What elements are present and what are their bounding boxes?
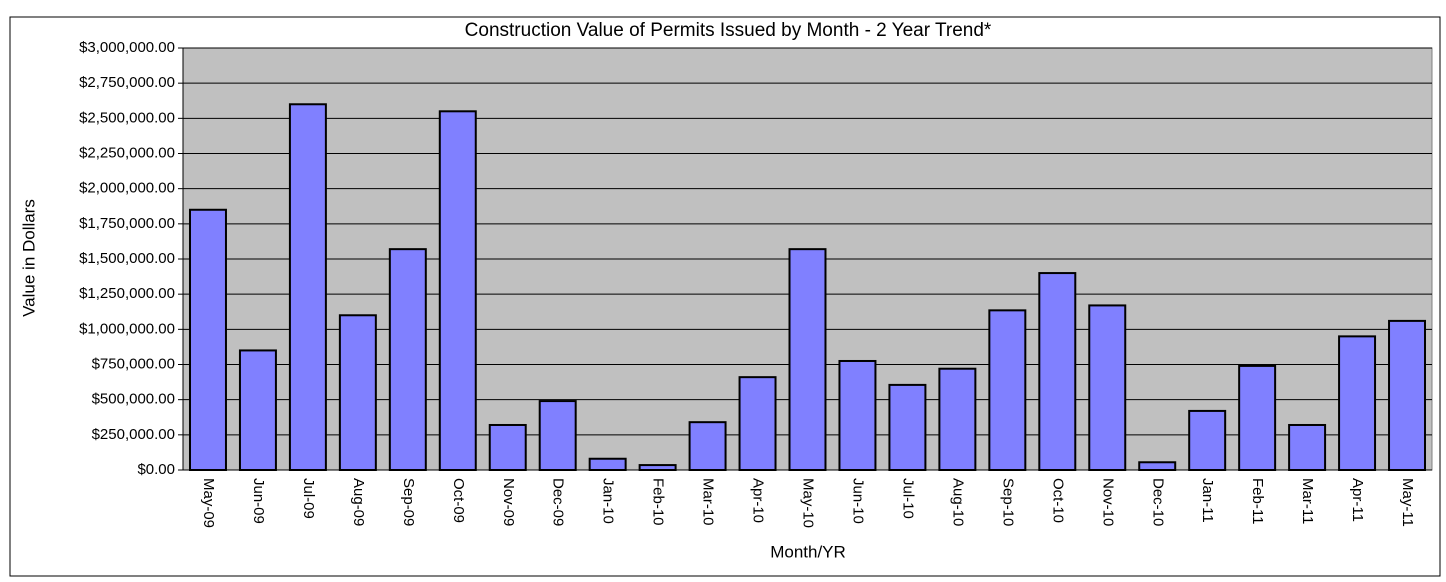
y-tick-label: $1,000,000.00 bbox=[79, 320, 175, 337]
bar bbox=[1038, 272, 1077, 472]
y-tick-label: $3,000,000.00 bbox=[79, 39, 175, 56]
x-tick-label: Apr-10 bbox=[750, 478, 767, 523]
bar bbox=[588, 457, 627, 472]
bar bbox=[538, 400, 577, 471]
bar bbox=[1288, 423, 1327, 471]
bar bbox=[1138, 461, 1177, 472]
x-tick-label: May-11 bbox=[1399, 478, 1416, 527]
bar bbox=[1388, 319, 1427, 472]
bar bbox=[238, 349, 277, 471]
x-tick-label: Jan-10 bbox=[600, 478, 617, 524]
bar bbox=[938, 367, 977, 471]
bar bbox=[438, 110, 477, 472]
x-tick-label: Oct-10 bbox=[1049, 478, 1066, 523]
bar bbox=[888, 383, 927, 471]
x-tick-label: Apr-11 bbox=[1349, 478, 1366, 522]
x-tick-label: May-10 bbox=[800, 478, 817, 528]
x-tick-label: Jan-11 bbox=[1199, 478, 1216, 523]
x-tick-label: Mar-10 bbox=[700, 478, 717, 526]
y-tick-label: $2,000,000.00 bbox=[79, 180, 175, 197]
x-tick-label: Jul-09 bbox=[300, 478, 317, 519]
x-tick-label: Sep-09 bbox=[400, 478, 417, 526]
bar bbox=[788, 248, 827, 471]
x-tick-label: Dec-10 bbox=[1149, 478, 1166, 526]
y-tick-label: $1,500,000.00 bbox=[79, 250, 175, 267]
bar bbox=[988, 309, 1027, 471]
y-tick-label: $1,250,000.00 bbox=[79, 285, 175, 302]
x-tick-label: Jun-10 bbox=[849, 478, 866, 524]
y-tick-label: $750,000.00 bbox=[92, 355, 175, 372]
y-tick-label: $2,500,000.00 bbox=[79, 109, 175, 126]
y-tick-label: $2,750,000.00 bbox=[79, 74, 175, 91]
x-tick-label: Aug-09 bbox=[350, 478, 367, 526]
bar bbox=[338, 314, 377, 471]
bar bbox=[488, 423, 527, 471]
bar bbox=[738, 376, 777, 471]
y-tick-label: $2,250,000.00 bbox=[79, 144, 175, 161]
x-tick-label: Nov-10 bbox=[1099, 478, 1116, 526]
y-axis-label: Value in Dollars bbox=[19, 199, 38, 317]
x-tick-label: Feb-11 bbox=[1249, 478, 1266, 524]
x-tick-label: Feb-10 bbox=[650, 478, 667, 526]
x-tick-label: May-09 bbox=[200, 478, 217, 528]
x-tick-label: Jul-10 bbox=[899, 478, 916, 519]
x-tick-label: Nov-09 bbox=[500, 478, 517, 526]
x-axis-label: Month/YR bbox=[770, 542, 846, 561]
x-tick-label: Aug-10 bbox=[949, 478, 966, 526]
bar bbox=[188, 208, 227, 471]
x-tick-label: Sep-10 bbox=[999, 478, 1016, 526]
bar bbox=[1088, 304, 1127, 472]
bar bbox=[638, 464, 677, 471]
x-tick-label: Jun-09 bbox=[250, 478, 267, 524]
x-tick-label: Dec-09 bbox=[550, 478, 567, 526]
y-tick-label: $1,750,000.00 bbox=[79, 215, 175, 232]
bar bbox=[1188, 409, 1227, 472]
bar bbox=[1338, 335, 1377, 471]
bar bbox=[288, 103, 327, 472]
y-tick-label: $0.00 bbox=[137, 461, 175, 478]
x-tick-label: Oct-09 bbox=[450, 478, 467, 523]
y-tick-label: $500,000.00 bbox=[92, 391, 175, 408]
bar bbox=[388, 248, 427, 471]
bar bbox=[688, 421, 727, 472]
y-tick-label: $250,000.00 bbox=[92, 426, 175, 443]
chart-title: Construction Value of Permits Issued by … bbox=[465, 20, 992, 41]
x-tick-label: Mar-11 bbox=[1299, 478, 1316, 524]
bar bbox=[1238, 364, 1277, 472]
bar bbox=[838, 359, 877, 472]
